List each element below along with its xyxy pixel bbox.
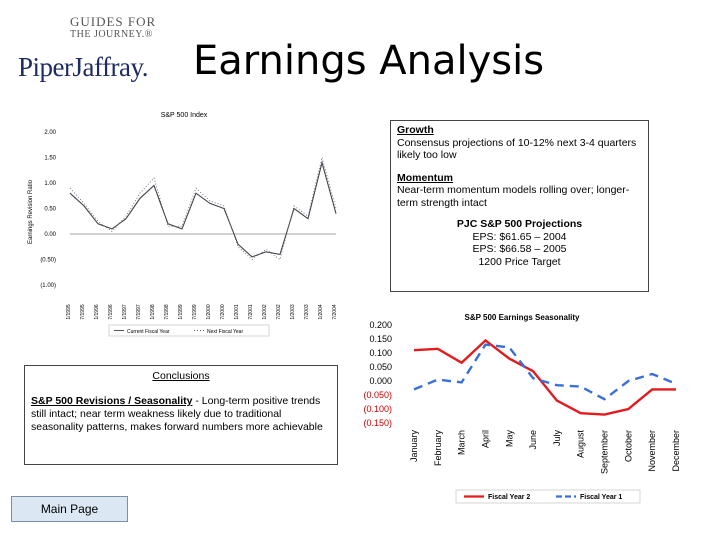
eps-2005: EPS: $66.58 – 2005 — [472, 243, 567, 255]
chart1-xtick-label: 1/2000 — [206, 304, 212, 320]
chart1-xtick-label: 7/2003 — [304, 304, 310, 320]
chart1-xtick-label: 7/1995 — [80, 304, 86, 320]
seasonality-chart: S&P 500 Earnings Seasonality 0.2000.1500… — [364, 308, 698, 514]
chart2-ytick-label: (0.150) — [364, 418, 392, 428]
chart1-ytick-label: 1.50 — [44, 156, 56, 162]
chart1-xtick-label: 7/1997 — [136, 304, 142, 320]
chart2-xtick-label: November — [647, 430, 657, 472]
chart2-title: S&P 500 Earnings Seasonality — [464, 313, 580, 322]
chart1-xtick-label: 7/2000 — [220, 304, 226, 320]
chart1-y-ticks: 2.00 1.50 1.00 0.50 0.00 (0.50) (1.00) — [40, 130, 336, 289]
chart1-xtick-label: 7/1999 — [192, 304, 198, 320]
chart1-xtick-label: 1/1997 — [122, 304, 128, 320]
chart1-title: S&P 500 Index — [161, 112, 208, 119]
chart2-legend-label: Fiscal Year 1 — [580, 494, 622, 501]
chart2-ytick-label: 0.150 — [369, 334, 392, 344]
chart1-legend-label: Current Fiscal Year — [127, 329, 170, 335]
chart1-y-axis-label: Earnings Revision Ratio — [28, 179, 34, 244]
chart1-xtick-label: 7/2004 — [332, 304, 338, 320]
price-target: 1200 Price Target — [478, 255, 561, 268]
chart2-x-ticks: January February March April May June July Augu… — [409, 430, 681, 475]
chart2-ytick-label: (0.100) — [364, 404, 392, 414]
chart1-xtick-label: 1/2001 — [234, 304, 240, 320]
chart1-xtick-label: 1/1995 — [66, 304, 72, 320]
chart1-ytick-label: 2.00 — [44, 130, 56, 136]
chart1-legend-label: Next Fiscal Year — [207, 329, 243, 335]
chart1-series-line — [69, 157, 337, 261]
chart1-xtick-label: 1/2003 — [290, 304, 296, 320]
chart2-ytick-label: 0.200 — [369, 320, 392, 330]
projections-title: PJC S&P 500 Projections — [456, 218, 583, 230]
growth-momentum-panel: Growth Consensus projections of 10-12% n… — [390, 120, 649, 292]
chart2-legend-box — [455, 489, 641, 504]
chart2-xtick-label: May — [504, 430, 514, 448]
chart2-xtick-label: March — [457, 430, 467, 455]
chart1-ytick-label: (1.00) — [40, 283, 56, 289]
chart1-legend: Current Fiscal Year Next Fiscal Year — [108, 324, 270, 337]
chart2-ytick-label: 0.050 — [369, 362, 392, 372]
chart2-y-ticks: 0.200 0.150 0.100 0.050 0.000 (0.050) (0.100) (… — [364, 320, 392, 428]
chart1-xtick-label: 7/1996 — [108, 304, 114, 320]
chart1-ytick-label: 0.00 — [44, 232, 56, 238]
chart1-ytick-label: 1.00 — [44, 181, 56, 187]
chart1-xtick-label: 1/1998 — [150, 304, 156, 320]
brand-logo: PiperJaffray. — [18, 52, 148, 82]
chart1-series-group — [69, 157, 337, 261]
chart2-legend-label: Fiscal Year 2 — [488, 494, 530, 501]
chart1-xtick-label: 7/1998 — [164, 304, 170, 320]
chart2-xtick-label: January — [409, 430, 419, 463]
chart1-xtick-label: 7/2002 — [276, 304, 282, 320]
chart2-xtick-label: September — [600, 430, 610, 474]
chart1-xtick-label: 1/2002 — [262, 304, 268, 320]
chart1-legend-box — [108, 324, 270, 337]
chart1-series-line — [69, 160, 337, 258]
momentum-heading: Momentum — [397, 171, 453, 184]
chart2-series-line — [413, 338, 676, 416]
chart2-xtick-label: October — [623, 430, 633, 462]
conclusions-body: S&P 500 Revisions / Seasonality - Long-t… — [31, 395, 331, 434]
chart2-series-group — [413, 338, 677, 416]
chart2-series-line — [413, 343, 677, 401]
growth-text: Consensus projections of 10-12% next 3-4… — [397, 136, 637, 162]
guides-logo-line2: THE JOURNEY.® — [70, 29, 153, 40]
page-title: Earnings Analysis — [193, 38, 545, 84]
chart1-xtick-label: 1/1999 — [178, 304, 184, 320]
conclusions-title: Conclusions — [152, 370, 210, 382]
conclusions-bold-lead: S&P 500 Revisions / Seasonality — [31, 395, 193, 407]
chart2-ytick-label: 0.100 — [369, 348, 392, 358]
chart1-ytick-label: 0.50 — [44, 207, 56, 213]
chart2-xtick-label: December — [671, 430, 681, 472]
chart2-background — [364, 308, 698, 514]
conclusions-text: - Long-term positive trends still intact… — [31, 395, 323, 433]
sp500-revisions-chart: S&P 500 Index Earnings Revision Ratio 2.… — [24, 100, 344, 342]
chart2-xtick-label: August — [576, 430, 586, 459]
conclusions-panel: Conclusions S&P 500 Revisions / Seasonal… — [24, 365, 338, 465]
chart1-xtick-label: 1/1996 — [94, 304, 100, 320]
chart1-ytick-label: (0.50) — [40, 258, 56, 264]
chart2-xtick-label: July — [552, 430, 562, 447]
chart2-legend: Fiscal Year 2 Fiscal Year 1 — [455, 489, 641, 504]
chart1-xtick-label: 7/2001 — [248, 304, 254, 320]
chart1-background — [24, 100, 344, 342]
chart2-ytick-label: 0.000 — [369, 376, 392, 386]
chart1-xtick-label: 1/2004 — [318, 304, 324, 320]
momentum-text: Near-term momentum models rolling over; … — [397, 184, 630, 209]
chart2-xtick-label: April — [480, 430, 490, 448]
growth-heading: Growth — [397, 124, 434, 136]
main-page-button[interactable]: Main Page — [11, 496, 128, 522]
chart1-x-ticks: 1/1995 7/1995 1/1996 7/1996 1/1997 7/1997 1/19… — [66, 304, 338, 320]
chart2-xtick-label: June — [528, 430, 538, 450]
eps-2004: EPS: $61.65 – 2004 — [472, 230, 567, 243]
chart2-ytick-label: (0.050) — [364, 390, 392, 400]
chart2-xtick-label: February — [433, 430, 443, 467]
guides-logo-line1: GUIDES FOR — [70, 14, 157, 29]
